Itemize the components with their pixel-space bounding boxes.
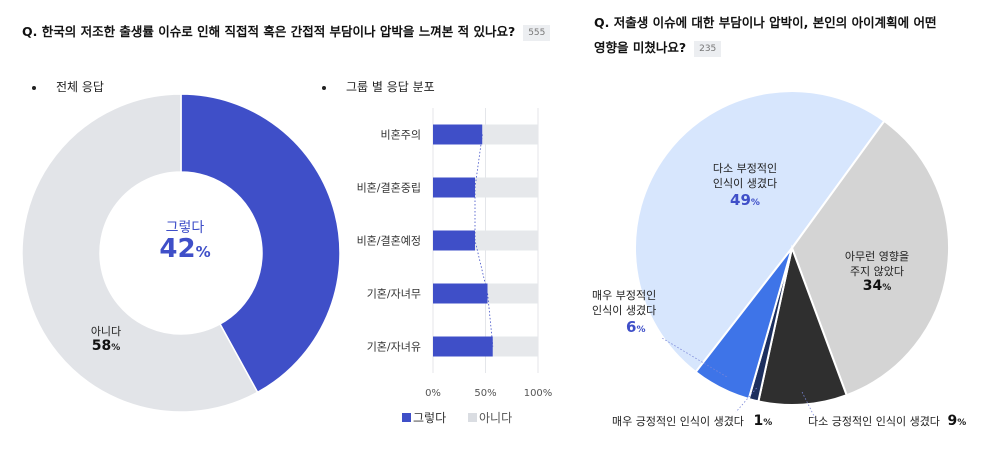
- left-response-count-badge: 555: [523, 24, 551, 41]
- x-tick-label: 0%: [425, 388, 441, 399]
- right-question-line-2: 영향을 미쳤나요?: [594, 40, 687, 55]
- trend-connector: [474, 134, 494, 347]
- leader-line: [801, 391, 816, 419]
- donut-yes-label: 그렇다 42%: [130, 220, 240, 264]
- right-response-count-badge: 235: [694, 40, 722, 57]
- donut-slice-yes: [180, 93, 341, 394]
- bullet-icon: [322, 85, 326, 90]
- pie-some-negative-line-2: 인식이 생겼다: [712, 177, 778, 190]
- pie-some-negative-line-1: 다소 부정적인: [712, 162, 778, 175]
- bullet-icon: [32, 85, 36, 90]
- x-tick-label: 100%: [524, 388, 553, 399]
- pie-slice-very-negative: [694, 247, 793, 401]
- bar-yes: [433, 230, 475, 251]
- pie-very-positive-value: 1: [753, 413, 764, 429]
- pie-no-effect-value: 34: [862, 278, 883, 294]
- bar-no: [482, 124, 538, 145]
- bar-yes: [433, 336, 493, 357]
- pie-some-negative-unit: %: [750, 198, 760, 208]
- legend-swatch-yes: [402, 413, 411, 422]
- bar-yes: [433, 124, 483, 145]
- pie-very-negative-line-1: 매우 부정적인: [592, 289, 657, 302]
- donut-yes-unit: %: [195, 243, 211, 261]
- section-group-heading: 그룹 별 응답 분포: [322, 78, 435, 95]
- pie-label-some-positive: 다소 긍정적인 인식이 생겼다 9%: [808, 414, 993, 431]
- x-tick-label: 50%: [474, 388, 496, 399]
- pie-very-positive-unit: %: [763, 418, 773, 428]
- legend-label-no: 아니다: [479, 411, 512, 425]
- bar-no: [475, 230, 538, 251]
- pie-very-negative-unit: %: [636, 325, 646, 335]
- category-label: 비혼/결혼예정: [357, 235, 421, 248]
- pie-slice-some-positive: [757, 244, 848, 406]
- category-label: 비혼/결혼중립: [357, 182, 421, 195]
- pie-very-negative-line-2: 인식이 생겼다: [592, 304, 657, 317]
- section-overall-label: 전체 응답: [56, 80, 104, 94]
- pie-label-no-effect: 아무런 영향을 주지 않았다 34%: [822, 249, 932, 296]
- right-question-line-1: Q. 저출생 이슈에 대한 부담이나 압박이, 본인의 아이계획에 어떤: [594, 15, 937, 30]
- category-label: 기혼/자녀유: [367, 341, 421, 354]
- pie-very-positive-text: 매우 긍정적인 인식이 생겼다: [612, 415, 744, 428]
- left-question-text: Q. 한국의 저조한 출생률 이슈로 인해 직접적 혹은 간접적 부담이나 압박…: [22, 24, 516, 39]
- legend-swatch-no: [468, 413, 477, 422]
- bar-no: [492, 336, 538, 357]
- bar-yes: [433, 283, 488, 304]
- donut-yes-value: 42: [159, 234, 196, 264]
- bar-no: [487, 283, 538, 304]
- bar-yes: [433, 177, 475, 198]
- pie-slice-no-effect: [790, 119, 950, 397]
- pie-label-very-positive: 매우 긍정적인 인식이 생겼다 1%: [612, 414, 812, 431]
- pie-label-some-negative: 다소 부정적인 인식이 생겼다 49%: [690, 161, 800, 211]
- section-group-label: 그룹 별 응답 분포: [346, 80, 435, 94]
- pie-some-negative-value: 49: [730, 191, 751, 209]
- pie-slice-some-negative: [634, 90, 886, 374]
- pie-no-effect-unit: %: [882, 283, 892, 293]
- right-question: Q. 저출생 이슈에 대한 부담이나 압박이, 본인의 아이계획에 어떤 영향을…: [594, 10, 936, 60]
- donut-no-label: 아니다 58%: [76, 324, 136, 356]
- left-question: Q. 한국의 저조한 출생률 이슈로 인해 직접적 혹은 간접적 부담이나 압박…: [22, 19, 551, 44]
- donut-no-value: 58: [91, 338, 112, 354]
- pie-label-very-negative: 매우 부정적인 인식이 생겼다 6%: [584, 288, 694, 338]
- pie-no-effect-line-2: 주지 않았다: [849, 265, 905, 278]
- legend-label-yes: 그렇다: [413, 410, 446, 425]
- pie-some-positive-unit: %: [957, 418, 967, 428]
- category-label: 기혼/자녀무: [367, 288, 421, 301]
- donut-yes-name: 그렇다: [165, 220, 205, 236]
- pie-some-positive-value: 9: [947, 413, 958, 429]
- category-label: 비혼주의: [381, 129, 421, 142]
- section-overall-heading: 전체 응답: [32, 78, 104, 95]
- pie-very-negative-value: 6: [626, 318, 637, 336]
- donut-no-name: 아니다: [90, 325, 122, 338]
- bar-no: [475, 177, 538, 198]
- donut-no-unit: %: [111, 343, 121, 353]
- pie-some-positive-text: 다소 긍정적인 인식이 생겼다: [808, 415, 940, 428]
- pie-no-effect-line-1: 아무런 영향을: [844, 250, 910, 263]
- donut-slice-no: [21, 93, 259, 413]
